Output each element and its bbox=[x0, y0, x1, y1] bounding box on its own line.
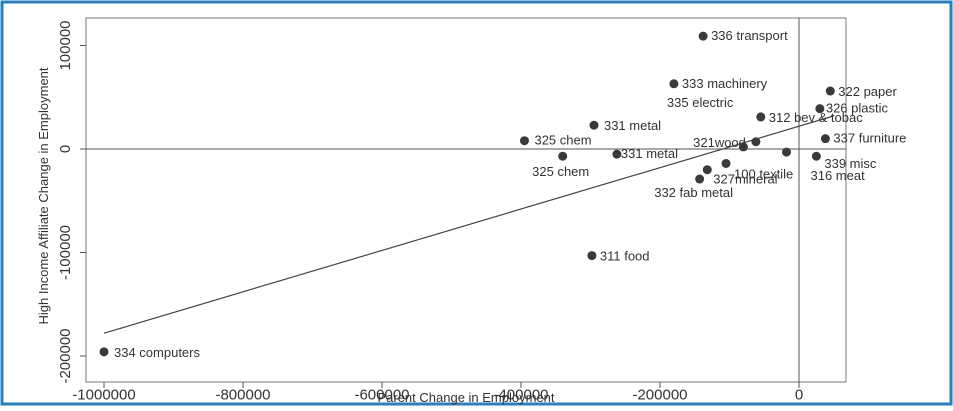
point-label: 100 textile bbox=[734, 166, 793, 181]
point-label: 331 metal bbox=[621, 146, 678, 161]
fit-line-layer bbox=[103, 115, 834, 334]
data-point bbox=[669, 79, 679, 89]
x-tick-label: 0 bbox=[795, 386, 803, 403]
point-label: 325 chem bbox=[534, 133, 591, 148]
data-point bbox=[811, 151, 821, 161]
x-tick-label: -1000000 bbox=[72, 386, 135, 403]
point-label: 332 fab metal bbox=[654, 185, 733, 200]
y-axis-title: High Income Affiliate Change in Employme… bbox=[36, 67, 51, 324]
point-label: 312 bev & tobac bbox=[769, 110, 863, 125]
point-label: 336 transport bbox=[711, 28, 788, 43]
data-point bbox=[702, 165, 712, 175]
point-label: 337 furniture bbox=[833, 131, 906, 146]
x-axis-title: Parent Change in Employment bbox=[377, 390, 554, 405]
y-tick-label: 0 bbox=[57, 145, 74, 153]
point-label: 331 metal bbox=[604, 118, 661, 133]
x-tick-label: -400000 bbox=[493, 386, 548, 403]
data-point bbox=[815, 104, 825, 114]
point-labels: 336 transport 333 machinery 322 paper 326 p… bbox=[114, 28, 906, 360]
data-point bbox=[695, 174, 705, 184]
plot-area bbox=[85, 17, 847, 383]
reference-lines bbox=[86, 18, 846, 382]
y-tick-label: -100000 bbox=[57, 225, 74, 280]
fit-line bbox=[103, 115, 834, 334]
data-point bbox=[587, 251, 597, 261]
data-point bbox=[721, 158, 731, 168]
point-label: 325 chem bbox=[532, 164, 589, 179]
data-point bbox=[825, 86, 835, 96]
point-label: 326 plastic bbox=[826, 101, 889, 116]
point-label: 334 computers bbox=[114, 345, 200, 360]
x-tick-label: -600000 bbox=[354, 386, 409, 403]
point-label: 327mineral bbox=[713, 172, 777, 187]
data-point bbox=[698, 31, 708, 41]
y-axis: 100000 0 -100000 -200000 bbox=[57, 20, 86, 384]
y-tick-label: 100000 bbox=[57, 20, 74, 70]
data-point bbox=[738, 142, 748, 152]
data-point bbox=[589, 120, 599, 130]
point-label: 333 machinery bbox=[682, 76, 768, 91]
data-point bbox=[781, 147, 791, 157]
point-label: 316 meat bbox=[810, 168, 865, 183]
x-tick-label: -200000 bbox=[632, 386, 687, 403]
point-label: 322 paper bbox=[838, 84, 897, 99]
x-axis: -1000000 -800000 -600000 -400000 -200000 0 bbox=[72, 382, 803, 403]
data-point bbox=[751, 137, 761, 147]
x-tick-label: -800000 bbox=[215, 386, 270, 403]
data-point bbox=[558, 151, 568, 161]
point-label: 311 food bbox=[600, 249, 650, 264]
data-point bbox=[612, 149, 622, 159]
data-point bbox=[519, 136, 529, 146]
point-label: 321wood bbox=[693, 135, 746, 150]
point-label: 339 misc bbox=[824, 156, 877, 171]
data-points bbox=[99, 31, 835, 357]
data-point bbox=[820, 134, 830, 144]
data-point bbox=[756, 112, 766, 122]
data-point bbox=[99, 347, 109, 357]
y-tick-label: -200000 bbox=[57, 328, 74, 383]
point-label: 335 electric bbox=[667, 95, 734, 110]
